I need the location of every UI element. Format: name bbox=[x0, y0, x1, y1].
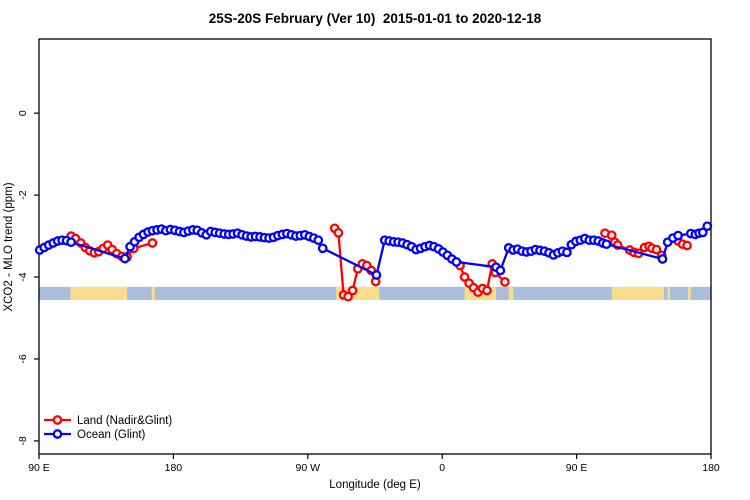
legend-label-ocean: Ocean (Glint) bbox=[77, 429, 146, 441]
x-tick-label: 90 E bbox=[566, 462, 588, 474]
map-strip-land-patch bbox=[687, 286, 691, 300]
data-point-land bbox=[682, 240, 692, 251]
data-point-land bbox=[333, 227, 344, 238]
data-point-ocean bbox=[702, 221, 713, 232]
data-point-land bbox=[347, 285, 358, 296]
data-point-ocean bbox=[120, 253, 130, 264]
legend-marker-ocean bbox=[52, 429, 63, 439]
data-point-land bbox=[343, 291, 353, 302]
data-point-ocean bbox=[451, 257, 462, 267]
data-point-ocean bbox=[66, 237, 76, 248]
data-point-ocean bbox=[313, 235, 324, 246]
data-point-ocean bbox=[495, 265, 506, 276]
y-tick-label: -4 bbox=[17, 272, 29, 281]
y-tick-label: -6 bbox=[17, 354, 29, 363]
data-point-ocean bbox=[601, 239, 612, 250]
y-axis-title: XCO2 - MLO trend (ppm) bbox=[3, 182, 15, 312]
y-tick-label: -2 bbox=[17, 190, 29, 199]
legend-label-land: Land (Nadir&Glint) bbox=[77, 415, 172, 427]
map-strip-land-patch bbox=[667, 286, 670, 300]
x-axis-title: Longitude (deg E) bbox=[329, 479, 421, 491]
y-tick-label: -8 bbox=[17, 436, 29, 445]
legend-marker-land bbox=[52, 415, 63, 425]
data-point-ocean bbox=[317, 243, 328, 254]
data-point-ocean bbox=[371, 270, 382, 280]
map-strip-land-patch bbox=[151, 286, 155, 300]
data-point-land bbox=[147, 238, 158, 248]
data-point-ocean bbox=[657, 254, 668, 264]
data-point-land bbox=[482, 285, 492, 296]
y-tick-label: 0 bbox=[17, 110, 29, 116]
data-point-land bbox=[459, 272, 470, 282]
data-point-ocean bbox=[697, 227, 708, 238]
x-tick-label: 180 bbox=[702, 462, 720, 474]
x-tick-label: 0 bbox=[439, 462, 445, 474]
map-strip-land-patch bbox=[508, 286, 514, 300]
x-tick-label: 90 E bbox=[28, 462, 50, 474]
data-point-land bbox=[651, 244, 662, 255]
map-strip-land-patch bbox=[70, 286, 128, 300]
x-tick-label: 90 W bbox=[296, 462, 321, 474]
data-point-ocean bbox=[562, 247, 572, 258]
data-point-ocean bbox=[673, 230, 683, 241]
chart-title: 25S-20S February (Ver 10) 2015-01-01 to … bbox=[208, 11, 542, 26]
data-point-land bbox=[500, 277, 510, 287]
x-tick-label: 180 bbox=[165, 462, 183, 474]
map-strip-land-patch bbox=[611, 286, 664, 300]
